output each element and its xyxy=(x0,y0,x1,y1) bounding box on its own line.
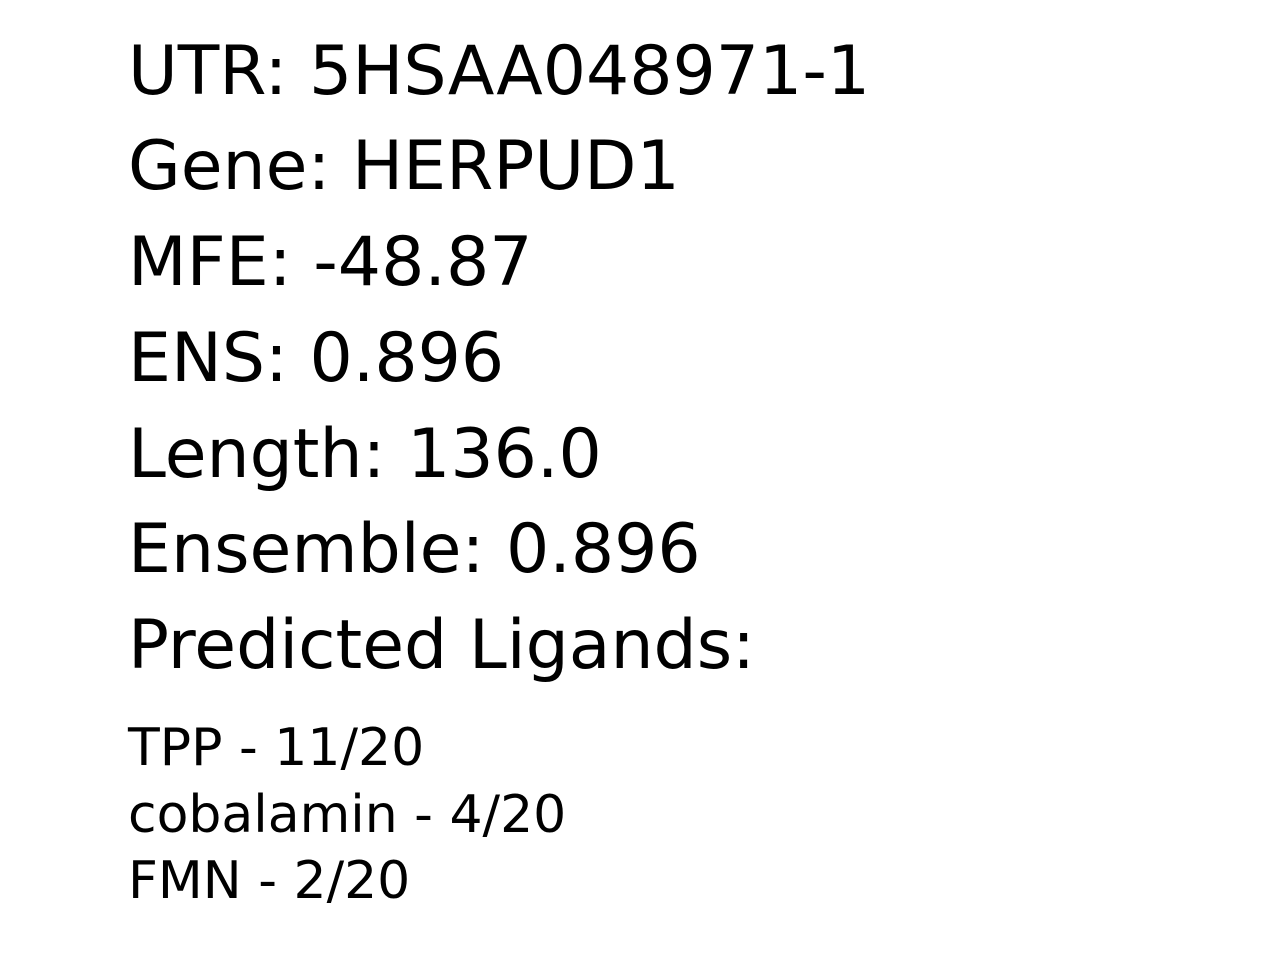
gene-text: Gene: HERPUD1 xyxy=(128,127,680,206)
ligand-item: TPP - 11/20 xyxy=(128,718,425,778)
ens-text: ENS: 0.896 xyxy=(128,319,505,398)
ligand-item: cobalamin - 4/20 xyxy=(128,785,567,845)
ligand-item: FMN - 2/20 xyxy=(128,851,411,911)
mfe-text: MFE: -48.87 xyxy=(128,223,533,302)
utr-id-text: UTR: 5HSAA048971-1 xyxy=(128,32,871,111)
ensemble-text: Ensemble: 0.896 xyxy=(128,510,701,589)
predicted-ligands-heading: Predicted Ligands: xyxy=(128,606,756,685)
length-text: Length: 136.0 xyxy=(128,415,602,494)
